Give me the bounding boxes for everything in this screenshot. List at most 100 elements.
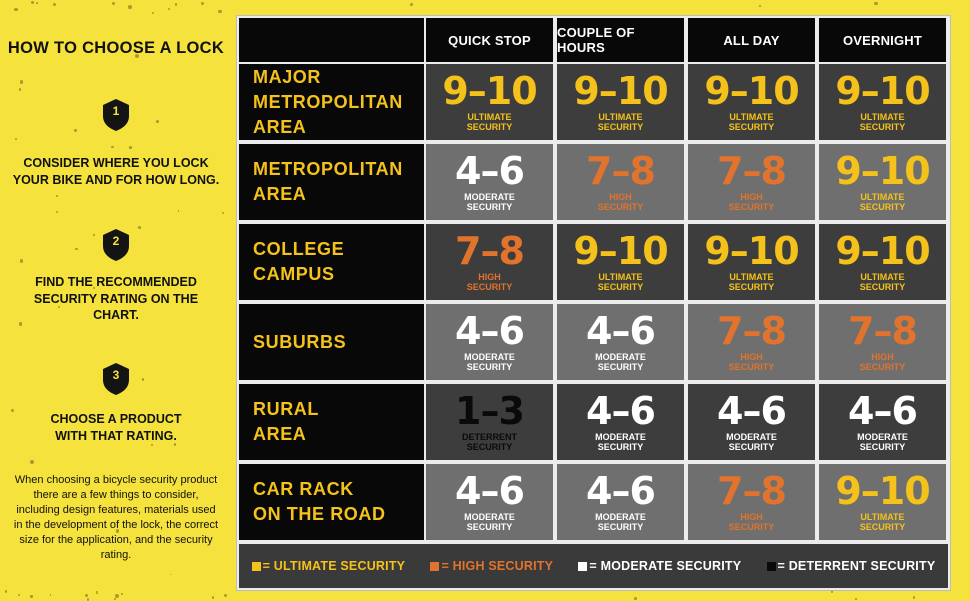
rating-label-line: ULTIMATE: [860, 192, 905, 202]
row-label-line: AREA: [253, 184, 307, 204]
row-label-line: ON THE ROAD: [253, 504, 386, 524]
background-speck: [84, 594, 88, 598]
rating-value: 9–10: [704, 69, 799, 113]
rating-value: 4–6: [455, 309, 525, 353]
rating-value: 7–8: [848, 309, 918, 353]
rating-label-line: ULTIMATE: [860, 112, 905, 122]
rating-label-line: SECURITY: [466, 522, 513, 532]
rating-label-line: MODERATE: [595, 352, 646, 362]
rating-label-line: MODERATE: [595, 512, 646, 522]
background-speck: [874, 1, 878, 6]
rating-label-line: ULTIMATE: [598, 112, 643, 122]
background-speck: [173, 443, 177, 446]
row-label-text: RURAL AREA: [253, 397, 319, 447]
rating-label-line: SECURITY: [597, 362, 644, 372]
rating-cell: 9–10 ULTIMATE SECURITY: [688, 224, 815, 300]
background-speck: [169, 573, 172, 576]
background-speck: [912, 595, 916, 599]
background-speck: [759, 5, 762, 7]
rating-value: 4–6: [586, 389, 656, 433]
rating-label-line: SECURITY: [859, 442, 906, 452]
rating-label: MODERATE SECURITY: [464, 512, 515, 532]
rating-label: HIGH SECURITY: [729, 512, 775, 532]
background-speck: [19, 80, 24, 84]
column-header: OVERNIGHT: [819, 18, 946, 62]
left-panel-title: HOW TO CHOOSE A LOCK: [7, 39, 225, 57]
background-speck: [114, 594, 119, 599]
rating-value: 9–10: [704, 229, 799, 273]
shield-icon: [103, 363, 129, 395]
row-label-line: CAR RACK: [253, 479, 354, 499]
rating-value: 9–10: [835, 69, 930, 113]
background-speck: [56, 195, 59, 198]
rating-cell: 7–8 HIGH SECURITY: [557, 144, 684, 220]
background-speck: [151, 443, 154, 447]
legend-text: = DETERRENT SECURITY: [777, 559, 936, 573]
background-speck: [218, 9, 222, 13]
row-label-line: AREA: [253, 116, 307, 137]
background-speck: [151, 299, 154, 302]
rating-label: MODERATE SECURITY: [726, 432, 777, 452]
rating-label: MODERATE SECURITY: [595, 432, 646, 452]
rating-label-line: SECURITY: [859, 522, 906, 532]
legend-swatch: [251, 561, 261, 571]
legend-text: = ULTIMATE SECURITY: [262, 559, 406, 573]
rating-label-line: MODERATE: [726, 432, 777, 442]
rating-cell: 4–6 MODERATE SECURITY: [426, 304, 553, 380]
rating-value: 7–8: [455, 229, 525, 273]
rating-cell: 1–3 DETERRENT SECURITY: [426, 384, 553, 460]
rating-cell: 4–6 MODERATE SECURITY: [426, 464, 553, 540]
background-speck: [49, 594, 52, 597]
rating-label-line: SECURITY: [597, 282, 644, 292]
background-speck: [14, 138, 17, 141]
rating-label: ULTIMATE SECURITY: [598, 272, 644, 292]
background-speck: [20, 259, 24, 263]
rating-value: 4–6: [455, 469, 525, 513]
row-label: METROPOLITAN AREA: [239, 144, 424, 220]
background-speck: [200, 1, 205, 6]
rating-label-line: SECURITY: [728, 362, 775, 372]
rating-label-line: SECURITY: [466, 442, 513, 452]
rating-label-line: SECURITY: [466, 122, 513, 132]
rating-label: HIGH SECURITY: [860, 352, 906, 372]
legend-item-moderate: = MODERATE SECURITY: [578, 559, 741, 573]
rating-value: 9–10: [835, 229, 930, 273]
rating-label-line: HIGH: [609, 192, 632, 202]
background-speck: [830, 590, 834, 594]
legend-swatch: [578, 561, 588, 571]
rating-label: ULTIMATE SECURITY: [860, 512, 906, 532]
row-label: MAJOR METROPOLITAN AREA: [239, 64, 424, 140]
background-speck: [174, 3, 178, 6]
rating-value: 9–10: [835, 149, 930, 193]
rating-label-line: MODERATE: [464, 192, 515, 202]
rating-label: HIGH SECURITY: [467, 272, 513, 292]
background-speck: [75, 247, 78, 250]
rating-cell: 9–10 ULTIMATE SECURITY: [426, 64, 553, 140]
row-label-line: COLLEGE: [253, 239, 345, 259]
background-speck: [167, 7, 170, 10]
rating-label-line: SECURITY: [728, 442, 775, 452]
background-speck: [127, 5, 132, 10]
legend-text: = MODERATE SECURITY: [589, 559, 742, 573]
header-corner: [239, 18, 424, 62]
rating-value: 7–8: [717, 469, 787, 513]
row-label-line: AREA: [253, 424, 307, 444]
background-speck: [4, 590, 8, 593]
step-3-text: CHOOSE A PRODUCT WITH THAT RATING.: [50, 412, 182, 443]
rating-label-line: SECURITY: [859, 362, 906, 372]
rating-label-line: MODERATE: [464, 352, 515, 362]
rating-label: ULTIMATE SECURITY: [729, 112, 775, 132]
rating-label-line: HIGH: [740, 352, 763, 362]
background-speck: [138, 226, 141, 230]
row-label-line: RURAL: [253, 399, 319, 419]
legend-item-high: = HIGH SECURITY: [430, 559, 553, 573]
rating-label-line: HIGH: [740, 192, 763, 202]
background-speck: [111, 145, 114, 149]
rating-cell: 4–6 MODERATE SECURITY: [557, 464, 684, 540]
rating-value: 4–6: [586, 309, 656, 353]
rating-label: MODERATE SECURITY: [595, 512, 646, 532]
background-speck: [223, 593, 228, 597]
rating-cell: 7–8 HIGH SECURITY: [688, 304, 815, 380]
rating-label-line: SECURITY: [859, 122, 906, 132]
background-speck: [633, 597, 637, 601]
